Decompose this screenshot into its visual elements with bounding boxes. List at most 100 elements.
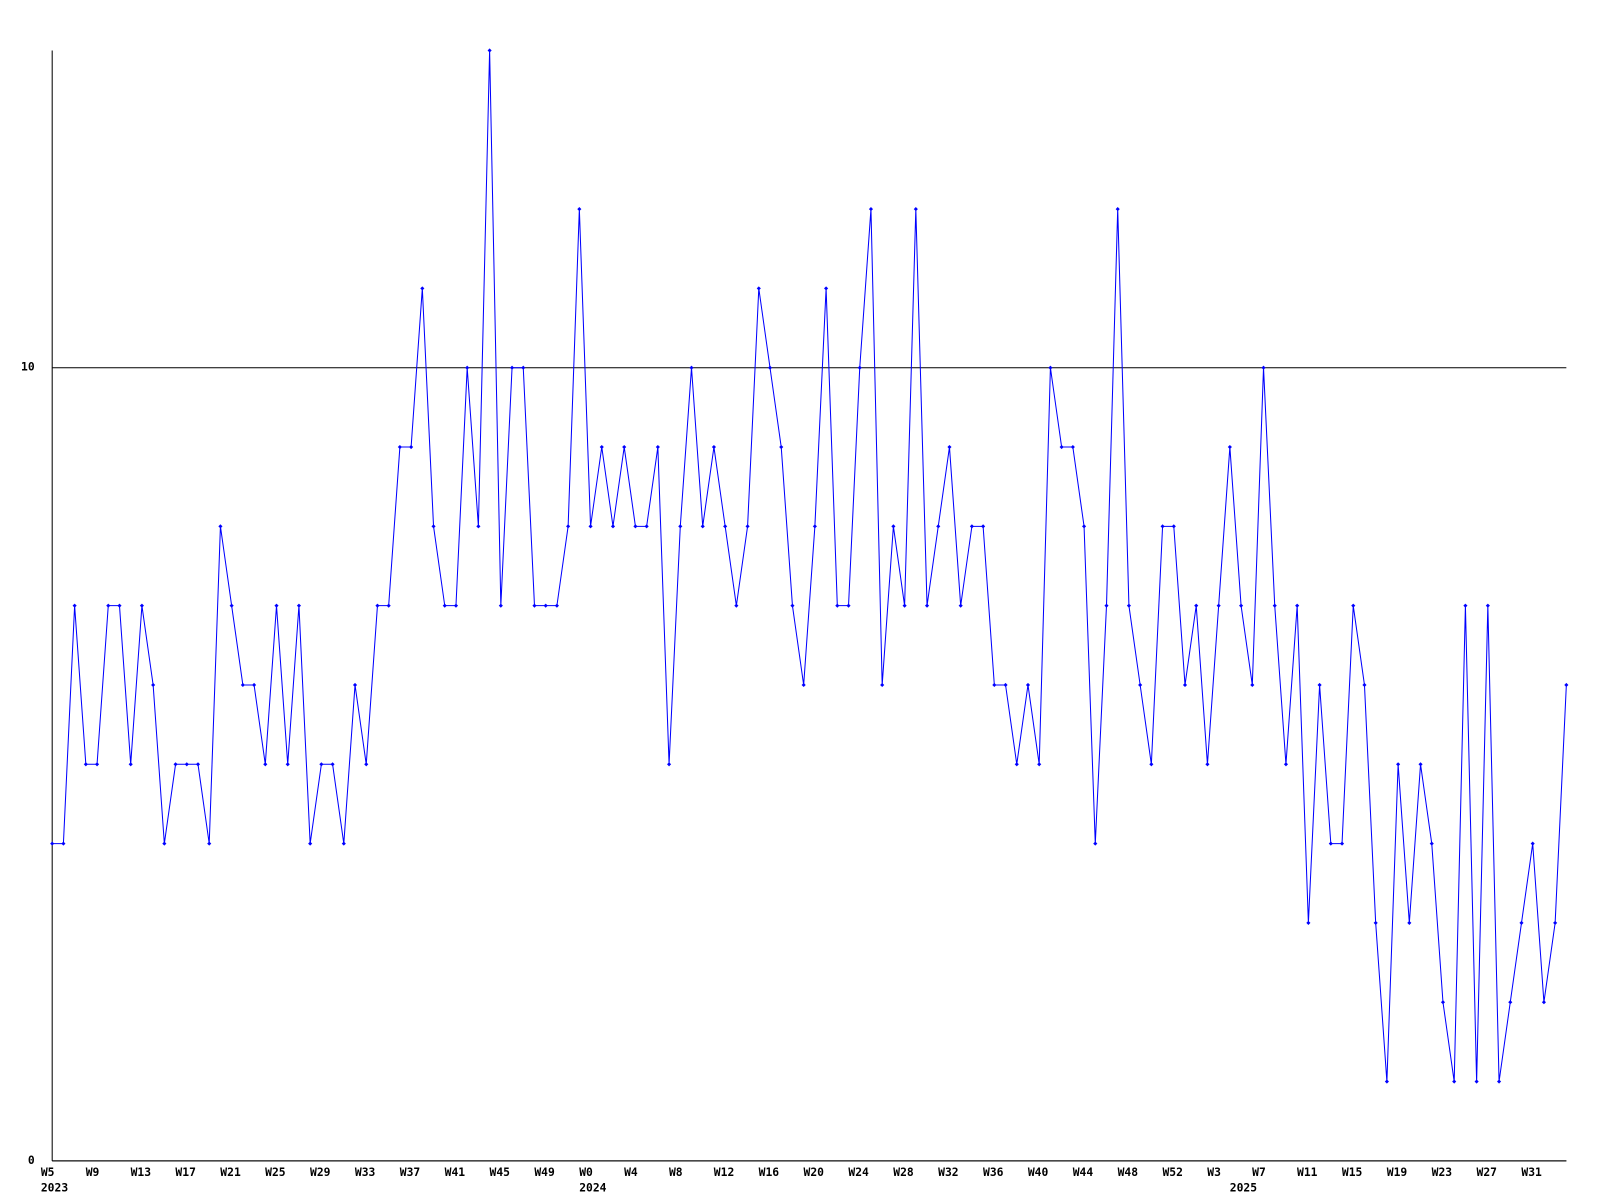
x-tick-label: W44 bbox=[1073, 1165, 1094, 1179]
data-point bbox=[308, 841, 313, 846]
x-tick-label: W32 bbox=[938, 1165, 958, 1179]
data-point bbox=[846, 603, 851, 608]
data-point bbox=[1429, 841, 1434, 846]
data-point bbox=[857, 365, 862, 370]
data-point bbox=[1205, 762, 1210, 767]
data-point bbox=[1025, 682, 1031, 688]
x-tick-label: W45 bbox=[489, 1165, 510, 1179]
data-point bbox=[1048, 365, 1053, 370]
data-point bbox=[364, 762, 369, 767]
data-point bbox=[83, 762, 88, 767]
data-point bbox=[554, 603, 559, 608]
data-point bbox=[588, 524, 593, 529]
data-point bbox=[274, 603, 279, 608]
data-point bbox=[184, 762, 189, 767]
data-point bbox=[1250, 682, 1255, 688]
data-point bbox=[240, 682, 245, 688]
x-tick-label: W0 bbox=[579, 1165, 593, 1179]
data-point bbox=[1194, 603, 1199, 608]
data-point bbox=[1485, 603, 1490, 608]
data-point bbox=[1463, 603, 1468, 608]
data-point bbox=[1530, 841, 1535, 846]
data-point bbox=[1396, 762, 1401, 767]
data-point bbox=[734, 603, 739, 608]
data-point bbox=[723, 524, 728, 529]
data-point bbox=[1239, 603, 1244, 608]
data-point bbox=[465, 365, 470, 370]
data-point bbox=[509, 365, 515, 370]
data-point bbox=[1339, 841, 1345, 846]
x-tick-label: W3 bbox=[1207, 1165, 1221, 1179]
data-point bbox=[72, 603, 77, 608]
data-point bbox=[117, 603, 122, 608]
data-point bbox=[655, 444, 660, 450]
data-point bbox=[1306, 920, 1311, 925]
x-tick-label: W11 bbox=[1297, 1165, 1318, 1179]
data-point bbox=[1070, 444, 1075, 450]
data-point bbox=[644, 524, 649, 529]
data-point bbox=[218, 524, 223, 529]
data-point bbox=[790, 603, 795, 608]
data-point bbox=[1328, 841, 1333, 846]
data-point bbox=[50, 841, 55, 846]
data-point bbox=[409, 444, 414, 450]
data-point bbox=[1037, 762, 1042, 767]
data-point bbox=[397, 444, 402, 450]
data-point bbox=[1059, 444, 1064, 450]
data-point bbox=[453, 603, 459, 608]
data-point bbox=[94, 762, 100, 767]
data-point bbox=[801, 682, 806, 688]
data-point bbox=[711, 444, 716, 450]
data-point bbox=[992, 682, 997, 688]
data-point bbox=[566, 524, 571, 529]
data-point bbox=[891, 524, 896, 529]
data-point bbox=[622, 444, 627, 450]
data-point bbox=[1317, 682, 1322, 688]
data-point bbox=[330, 762, 335, 767]
data-point bbox=[947, 444, 952, 450]
data-point bbox=[1384, 1079, 1389, 1084]
data-point bbox=[1373, 920, 1378, 925]
x-tick-label: W37 bbox=[400, 1165, 420, 1179]
x-year-label: 2023 bbox=[41, 1181, 68, 1195]
data-point bbox=[252, 682, 257, 688]
data-point bbox=[1171, 524, 1176, 529]
data-point bbox=[1227, 444, 1232, 450]
data-point bbox=[1261, 365, 1266, 370]
data-point bbox=[162, 841, 167, 846]
x-tick-label: W15 bbox=[1342, 1165, 1363, 1179]
data-point bbox=[868, 207, 874, 212]
data-point bbox=[1541, 1000, 1546, 1005]
x-tick-label: W21 bbox=[220, 1165, 241, 1179]
x-tick-label: W9 bbox=[86, 1165, 100, 1179]
data-point bbox=[543, 603, 548, 608]
data-point bbox=[498, 603, 503, 608]
data-point bbox=[1138, 682, 1143, 688]
data-point bbox=[812, 524, 817, 529]
x-tick-label: W23 bbox=[1432, 1165, 1453, 1179]
data-point bbox=[756, 286, 761, 291]
x-tick-label: W49 bbox=[534, 1165, 555, 1179]
data-point bbox=[958, 603, 963, 608]
x-tick-label: W8 bbox=[669, 1165, 683, 1179]
x-tick-label: W40 bbox=[1028, 1165, 1049, 1179]
x-tick-label: W19 bbox=[1387, 1165, 1408, 1179]
x-year-label: 2025 bbox=[1230, 1181, 1257, 1195]
data-point bbox=[420, 286, 425, 291]
data-point bbox=[610, 524, 616, 529]
data-point bbox=[1003, 682, 1008, 688]
data-point bbox=[1149, 762, 1154, 767]
x-tick-label: W36 bbox=[983, 1165, 1004, 1179]
data-point bbox=[151, 682, 156, 688]
data-point bbox=[1564, 682, 1569, 688]
data-point bbox=[1418, 762, 1423, 767]
data-point bbox=[745, 524, 750, 529]
data-point bbox=[913, 207, 918, 212]
data-point bbox=[1182, 682, 1188, 688]
data-point bbox=[106, 603, 111, 608]
x-tick-label: W33 bbox=[355, 1165, 376, 1179]
x-tick-label: W31 bbox=[1521, 1165, 1542, 1179]
data-point bbox=[880, 682, 885, 688]
data-point bbox=[1452, 1079, 1457, 1084]
